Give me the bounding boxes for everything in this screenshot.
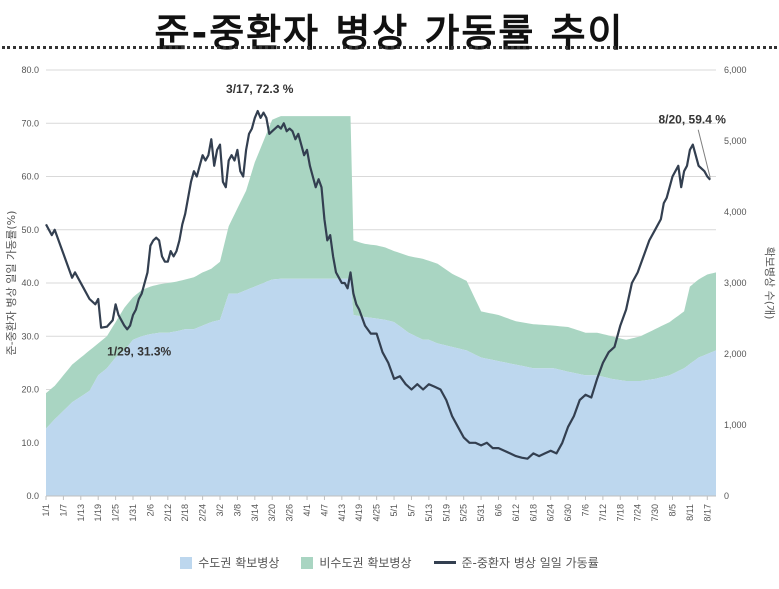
y-left-axis-title: 준-중환자 병상 일일 가동률(%) <box>4 211 18 356</box>
x-tick-label: 6/24 <box>546 504 556 522</box>
x-tick-label: 7/12 <box>598 504 608 522</box>
annotation-latest-august: 8/20, 59.4 % <box>659 113 727 127</box>
x-tick-label: 6/12 <box>511 504 521 522</box>
x-tick-label: 7/18 <box>615 504 625 522</box>
area-nonmetro-beds <box>46 116 716 429</box>
chart-legend: 수도권 확보병상 비수도권 확보병상 준-중환자 병상 일일 가동률 <box>0 554 779 571</box>
x-tick-label: 3/14 <box>250 504 260 522</box>
annotation-low-january: 1/29, 31.3% <box>107 344 171 358</box>
x-tick-label: 5/19 <box>441 504 451 522</box>
y-right-tick-label: 4,000 <box>724 207 747 217</box>
x-tick-label: 5/1 <box>389 504 399 517</box>
y-left-tick-label: 70.0 <box>21 118 39 128</box>
x-tick-label: 1/7 <box>58 504 68 517</box>
y-left-tick-label: 40.0 <box>21 278 39 288</box>
legend-swatch-metro <box>180 556 193 569</box>
legend-label-metro: 수도권 확보병상 <box>198 556 280 570</box>
annotation-peak-march: 3/17, 72.3 % <box>226 82 294 96</box>
x-tick-label: 2/24 <box>198 504 208 522</box>
legend-label-rate: 준-중환자 병상 일일 가동률 <box>461 556 599 570</box>
x-tick-label: 4/7 <box>319 504 329 517</box>
x-tick-label: 6/18 <box>528 504 538 522</box>
annotation-leader-line <box>697 129 711 178</box>
y-right-tick-label: 2,000 <box>724 349 747 359</box>
x-tick-label: 4/13 <box>337 504 347 522</box>
x-tick-label: 5/31 <box>476 504 486 522</box>
y-left-tick-label: 20.0 <box>21 385 39 395</box>
x-tick-label: 1/13 <box>76 504 86 522</box>
x-tick-label: 4/1 <box>302 504 312 517</box>
legend-item-metro-beds: 수도권 확보병상 <box>180 554 279 571</box>
y-left-tick-label: 50.0 <box>21 225 39 235</box>
x-tick-label: 2/12 <box>163 504 173 522</box>
area-metro-beds <box>46 278 716 496</box>
y-left-tick-label: 0.0 <box>26 491 39 501</box>
y-left-tick-label: 80.0 <box>21 65 39 75</box>
x-tick-label: 3/8 <box>232 504 242 517</box>
x-tick-label: 4/25 <box>372 504 382 522</box>
legend-swatch-nonmetro <box>301 556 314 569</box>
y-right-tick-label: 0 <box>724 491 729 501</box>
x-tick-label: 7/24 <box>633 504 643 522</box>
y-right-tick-label: 5,000 <box>724 136 747 146</box>
x-tick-label: 6/6 <box>493 504 503 517</box>
x-tick-label: 8/17 <box>702 504 712 522</box>
y-right-axis-title: 확보병상 수(개) <box>763 247 776 320</box>
y-right-tick-label: 1,000 <box>724 420 747 430</box>
x-tick-label: 1/1 <box>41 504 51 517</box>
y-right-tick-label: 6,000 <box>724 65 747 75</box>
x-tick-label: 1/19 <box>93 504 103 522</box>
x-tick-label: 3/20 <box>267 504 277 522</box>
y-left-tick-label: 60.0 <box>21 172 39 182</box>
x-tick-label: 1/25 <box>111 504 121 522</box>
x-tick-label: 6/30 <box>563 504 573 522</box>
x-tick-label: 4/19 <box>354 504 364 522</box>
y-left-tick-label: 10.0 <box>21 438 39 448</box>
title-divider <box>2 46 777 49</box>
x-tick-label: 5/25 <box>459 504 469 522</box>
legend-swatch-rate <box>433 561 456 564</box>
x-tick-label: 7/30 <box>650 504 660 522</box>
legend-label-nonmetro: 비수도권 확보병상 <box>319 556 412 570</box>
x-tick-label: 3/26 <box>285 504 295 522</box>
y-right-tick-label: 3,000 <box>724 278 747 288</box>
legend-item-nonmetro-beds: 비수도권 확보병상 <box>301 554 412 571</box>
x-tick-label: 5/13 <box>424 504 434 522</box>
line-occupancy-rate <box>45 109 712 460</box>
x-tick-label: 8/11 <box>685 504 695 521</box>
x-tick-label: 5/7 <box>406 504 416 517</box>
y-left-tick-label: 30.0 <box>21 331 39 341</box>
x-tick-label: 2/18 <box>180 504 190 522</box>
x-tick-label: 7/6 <box>580 504 590 517</box>
x-tick-label: 1/31 <box>128 504 138 522</box>
x-tick-label: 8/5 <box>667 504 677 517</box>
legend-item-occupancy-rate: 준-중환자 병상 일일 가동률 <box>433 554 599 571</box>
x-tick-label: 2/6 <box>145 504 155 517</box>
x-tick-label: 3/2 <box>215 504 225 517</box>
